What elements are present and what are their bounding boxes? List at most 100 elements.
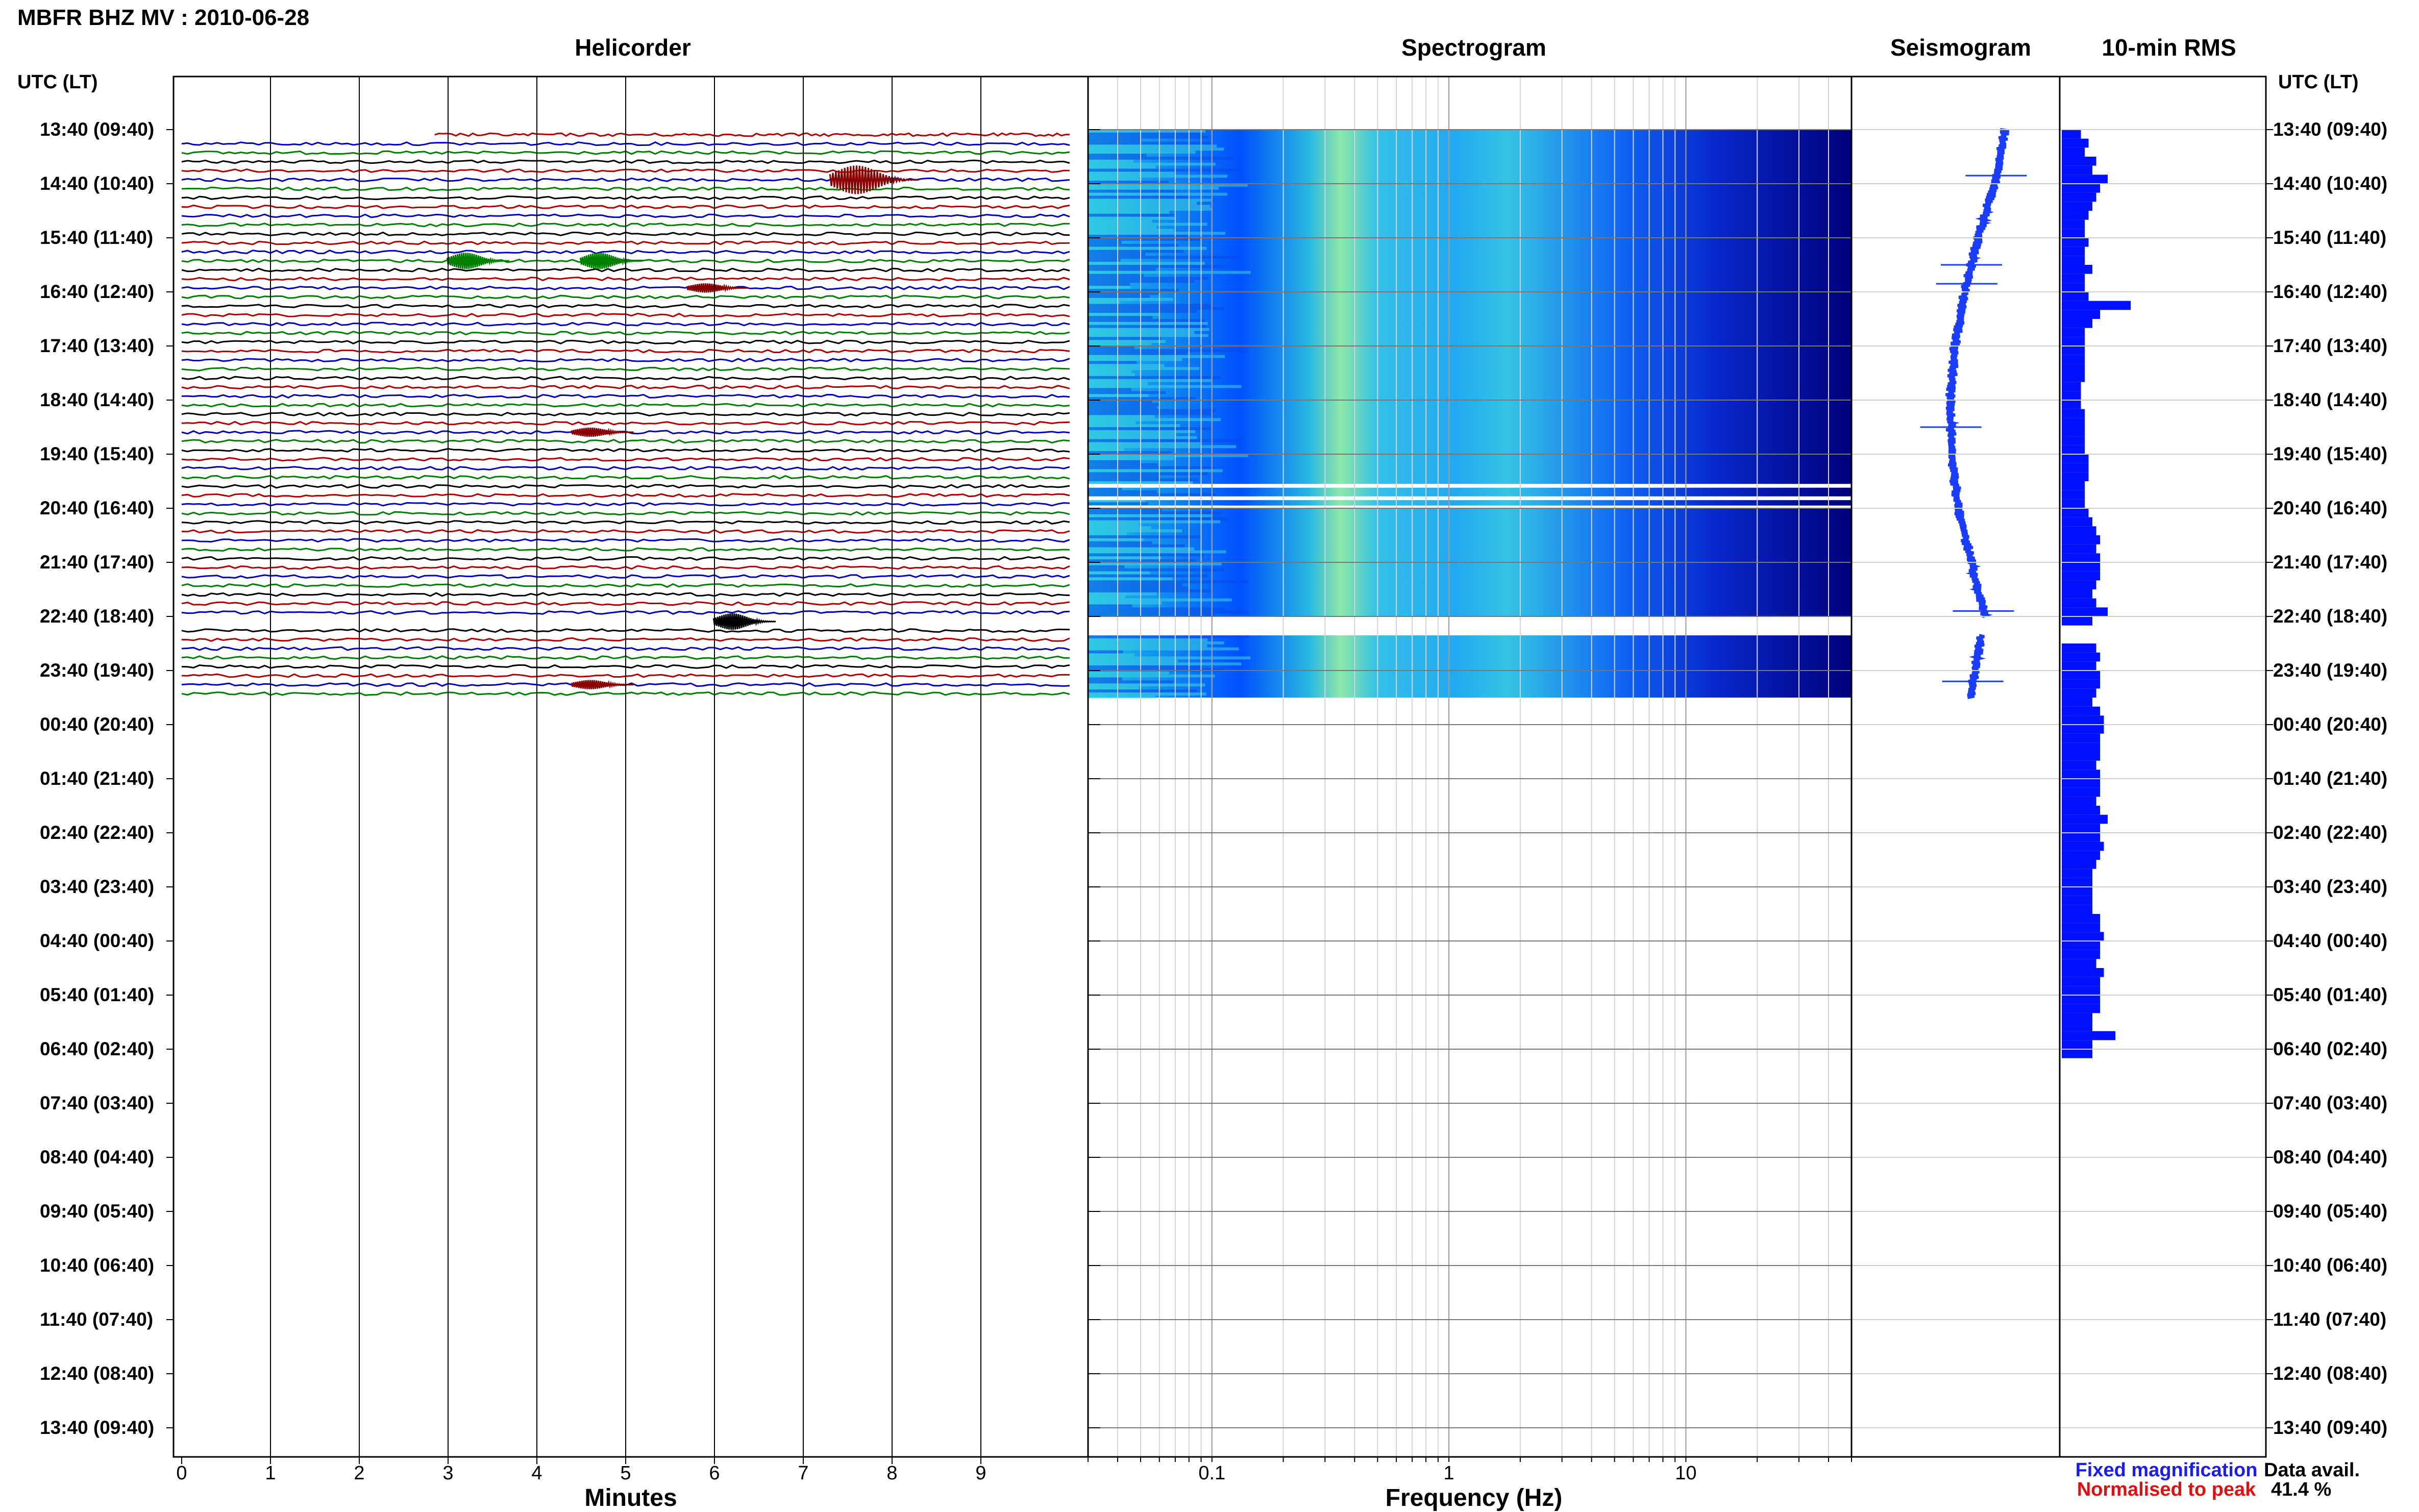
spectrogram-stripe — [1088, 240, 1122, 244]
spectrogram-stripe — [1088, 274, 1144, 277]
time-label-right: 12:40 (08:40) — [2273, 1363, 2388, 1384]
rms-bar — [2062, 833, 2100, 842]
time-label-right: 11:40 (07:40) — [2273, 1309, 2387, 1330]
spectrogram-stripe — [1088, 289, 1179, 292]
spectrogram-stripe — [1088, 613, 1215, 616]
rms-bar — [2062, 147, 2085, 157]
spectrogram-stripe — [1088, 502, 1149, 506]
spectrogram-stripe — [1088, 202, 1197, 205]
seismogram-trace-0 — [1945, 128, 2009, 618]
spectrogram-stripe — [1088, 635, 1249, 638]
utc-label-right: UTC (LT) — [2278, 71, 2359, 93]
spectrogram-stripe — [1088, 211, 1170, 214]
spectrogram-stripe — [1088, 277, 1208, 280]
spectrogram-stripe — [1088, 189, 1177, 193]
spectrogram-stripe — [1088, 286, 1130, 289]
spectrogram-stripe — [1088, 313, 1159, 316]
rms-bar — [2062, 806, 2100, 815]
spectrogram-stripe — [1088, 430, 1196, 433]
rms-bar — [2062, 589, 2092, 599]
spectrogram-stripe — [1088, 544, 1185, 548]
spectrogram-stripe — [1088, 532, 1127, 535]
spectrogram-stripe — [1088, 361, 1137, 364]
spectrogram-stripe — [1088, 394, 1149, 398]
rms-bar — [2062, 1013, 2092, 1022]
spectrogram-stripe — [1088, 270, 1251, 274]
spectrogram-stripe — [1088, 541, 1152, 544]
rms-bar — [2062, 671, 2100, 680]
spectrogram-stripe — [1088, 144, 1217, 148]
time-label-right: 22:40 (18:40) — [2273, 606, 2388, 627]
rms-bar — [2062, 661, 2096, 671]
helicorder-tick-label: 5 — [620, 1463, 631, 1484]
time-label-right: 05:40 (01:40) — [2273, 984, 2388, 1005]
spectrogram-stripe — [1088, 671, 1169, 675]
time-label-left: 20:40 (16:40) — [40, 498, 155, 518]
time-label-right: 16:40 (12:40) — [2273, 281, 2388, 302]
spectrogram-stripe — [1088, 298, 1173, 301]
rms-bar — [2062, 463, 2089, 473]
spectrogram-stripe — [1088, 598, 1232, 602]
time-label-right: 04:40 (00:40) — [2273, 930, 2388, 951]
rms-bar — [2062, 977, 2100, 986]
time-label-left: 12:40 (08:40) — [40, 1363, 155, 1384]
spectrogram-stripe — [1088, 379, 1212, 382]
time-label-left: 03:40 (23:40) — [40, 876, 155, 897]
time-label-left: 07:40 (03:40) — [40, 1093, 155, 1113]
rms-bar — [2062, 1040, 2092, 1049]
spectrogram-stripe — [1088, 138, 1142, 142]
rms-bar — [2062, 283, 2085, 292]
spectrogram-stripe — [1088, 304, 1213, 307]
time-label-left: 13:40 (09:40) — [40, 1417, 155, 1438]
spectrogram-stripe — [1088, 135, 1209, 139]
spectrogram-stripe — [1088, 562, 1222, 565]
time-label-left: 06:40 (02:40) — [40, 1038, 155, 1059]
time-label-left: 01:40 (21:40) — [40, 768, 155, 789]
spectrogram-stripe — [1088, 559, 1197, 562]
rms-bar — [2062, 490, 2085, 500]
spectrogram-stripe — [1088, 165, 1156, 169]
spectrogram-stripe — [1088, 388, 1131, 391]
spectrogram-stripe — [1088, 256, 1239, 259]
time-label-right: 06:40 (02:40) — [2273, 1038, 2388, 1059]
rms-bar — [2062, 346, 2085, 355]
rms-bar — [2062, 202, 2092, 211]
spectrogram-stripe — [1088, 695, 1156, 699]
spectrogram-stripe — [1088, 683, 1205, 687]
time-label-left: 17:40 (13:40) — [40, 335, 155, 356]
rms-bar — [2062, 409, 2085, 418]
spectrogram-stripe — [1088, 292, 1160, 295]
rms-bar — [2062, 1004, 2100, 1013]
spectrogram-stripe — [1088, 280, 1195, 283]
helicorder-tick-label: 8 — [886, 1463, 898, 1484]
rms-bar — [2062, 652, 2100, 662]
spectrogram-tick-label: 0.1 — [1198, 1463, 1226, 1484]
rms-bar — [2062, 571, 2100, 581]
rms-bar — [2062, 598, 2096, 608]
spectrogram-stripe — [1088, 250, 1183, 253]
rms-bar — [2062, 941, 2100, 950]
spectrogram-stripe — [1088, 454, 1248, 457]
rms-bar — [2062, 742, 2100, 752]
spectrogram-stripe — [1088, 319, 1205, 322]
helicorder-tick-label: 9 — [975, 1463, 986, 1484]
spectrogram-stripe — [1088, 662, 1242, 665]
time-label-right: 20:40 (16:40) — [2273, 498, 2388, 518]
helicorder-event — [571, 680, 634, 689]
spectrogram-stripe — [1088, 592, 1157, 596]
spectrogram-stripe — [1088, 436, 1197, 439]
spectrogram-stripe — [1088, 415, 1155, 418]
rms-bar — [2062, 779, 2100, 788]
spectrogram-stripe — [1088, 262, 1205, 265]
time-label-left: 18:40 (14:40) — [40, 389, 155, 410]
rms-bar — [2062, 472, 2089, 481]
time-label-right: 09:40 (05:40) — [2273, 1201, 2388, 1222]
rms-bar — [2062, 733, 2100, 743]
spectrogram-stripe — [1088, 538, 1144, 541]
rms-bar — [2062, 950, 2100, 959]
time-label-right: 03:40 (23:40) — [2273, 876, 2388, 897]
spectrogram-stripe — [1088, 517, 1229, 520]
spectrogram-stripe — [1088, 686, 1139, 690]
time-label-right: 07:40 (03:40) — [2273, 1093, 2388, 1113]
